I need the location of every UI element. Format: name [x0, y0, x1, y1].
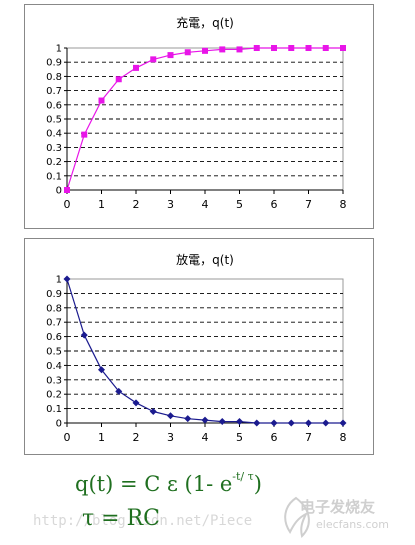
chart1-data-point — [167, 52, 174, 59]
chart1-y-tick-label: 0 — [56, 186, 62, 197]
chart1-data-point — [184, 49, 191, 56]
chart2-y-tick-label: 0.5 — [46, 347, 62, 358]
chart2-x-tick-label: 4 — [202, 431, 209, 444]
chart2-data-point — [149, 407, 157, 415]
chart1-x-tick-label: 3 — [167, 198, 174, 211]
chart1-y-tick-label: 0.5 — [46, 115, 62, 126]
chart2-data-point — [287, 419, 295, 427]
chart2-y-tick-label: 0.7 — [46, 318, 62, 329]
chart2-data-point — [201, 416, 209, 424]
chart1-y-tick-label: 0.3 — [46, 143, 62, 154]
charging-chart-svg: 充電，q(t) 0 0.1 0.2 0.3 0.4 0.5 0.6 0.7 0.8 0.9 1 0 1 2 3… — [46, 15, 347, 211]
chart1-data-point — [340, 45, 346, 51]
chart2-y-tick-label: 0 — [56, 419, 62, 430]
chart2-data-point — [253, 419, 261, 427]
chart1-x-tick-label: 6 — [271, 198, 278, 211]
chart2-data-point — [322, 419, 330, 427]
chart1-x-tick-label: 2 — [133, 198, 140, 211]
discharging-chart-svg: 放電，q(t) 0 0.1 0.2 0.3 0.4 0.5 0.6 0.7 0.8 0.9 1 0 1 2 3… — [46, 252, 347, 444]
chart2-y-tick-label: 0.6 — [46, 332, 62, 343]
chart1-x-tick-label: 1 — [98, 198, 105, 211]
chart1-y-tick-label: 0.9 — [46, 58, 62, 69]
chart1-data-point — [219, 46, 226, 53]
chart1-x-tick-label: 5 — [236, 198, 243, 211]
chart2-data-point — [305, 419, 312, 427]
chart1-data-point — [253, 45, 260, 51]
chart2-x-tick-label: 1 — [98, 431, 105, 444]
discharging-chart: 放電，q(t) 0 0.1 0.2 0.3 0.4 0.5 0.6 0.7 0.8 0.9 1 0 1 2 3… — [24, 238, 374, 455]
chart2-y-tick-label: 1 — [56, 275, 62, 286]
chart1-data-point — [271, 45, 277, 51]
chart2-data-point — [115, 387, 123, 395]
chart2-data-point — [98, 366, 105, 374]
chart2-title: 放電，q(t) — [176, 252, 234, 267]
chart2-data-point — [184, 415, 192, 423]
chart2-x-tick-label: 0 — [64, 431, 71, 444]
chart1-data-point — [81, 131, 88, 138]
chart2-y-tick-label: 0.9 — [46, 289, 62, 300]
chart1-data-point — [202, 47, 208, 54]
chart2-data-point — [339, 419, 347, 427]
chart2-data-point — [132, 399, 140, 407]
charge-formula-close: ) — [253, 472, 262, 496]
chart1-data-point — [322, 45, 329, 51]
chart2-x-tick-label: 6 — [271, 431, 278, 444]
chart2-y-tick-label: 0.2 — [46, 390, 62, 401]
logo-site: elecfans.com — [316, 518, 389, 531]
chart1-x-tick-label: 0 — [64, 198, 71, 211]
chart1-y-tick-label: 0.6 — [46, 100, 62, 111]
chart2-data-point — [167, 412, 174, 420]
chart1-title: 充電，q(t) — [176, 15, 234, 30]
chart1-data-point — [64, 187, 70, 193]
charge-formula: q(t) = C ε (1- e-t/ τ) — [75, 470, 262, 496]
chart2-x-tick-label: 3 — [167, 431, 174, 444]
chart1-data-point — [98, 97, 105, 104]
chart2-y-tick-label: 0.8 — [46, 303, 62, 314]
charge-formula-exponent: -t/ τ — [232, 470, 254, 483]
chart2-x-tick-label: 8 — [340, 431, 347, 444]
chart1-y-tick-label: 0.7 — [46, 86, 62, 97]
chart2-x-tick-label: 2 — [133, 431, 140, 444]
chart1-x-tick-label: 4 — [202, 198, 209, 211]
chart1-x-tick-label: 7 — [305, 198, 312, 211]
chart2-y-tick-label: 0.4 — [46, 361, 62, 372]
chart1-data-point — [305, 45, 312, 51]
chart1-data-point — [288, 45, 295, 51]
logo-text: 电子发烧友 — [300, 498, 376, 516]
chart2-x-tick-label: 5 — [236, 431, 243, 444]
chart1-data-point — [115, 76, 122, 83]
chart2-x-tick-label: 7 — [305, 431, 312, 444]
chart1-data-point — [133, 64, 139, 71]
chart1-y-tick-label: 0.1 — [46, 171, 62, 182]
chart2-data-point — [236, 418, 243, 426]
tau-formula: τ = RC — [82, 506, 160, 531]
chart1-y-tick-label: 0.2 — [46, 157, 62, 168]
chart2-data-point — [270, 419, 278, 427]
chart2-data-point — [218, 418, 226, 426]
chart1-y-tick-label: 1 — [56, 44, 62, 55]
chart1-y-tick-label: 0.4 — [46, 129, 62, 140]
charge-formula-main: q(t) = C ε (1- e — [75, 472, 233, 496]
chart1-y-tick-label: 0.8 — [46, 72, 62, 83]
chart2-data-point — [63, 275, 71, 283]
charging-chart: 充電，q(t) 0 0.1 0.2 0.3 0.4 0.5 0.6 0.7 0.8 0.9 1 0 1 2 3… — [24, 4, 374, 229]
chart1-x-tick-label: 8 — [340, 198, 347, 211]
chart1-data-point — [150, 56, 157, 63]
chart1-data-point — [236, 46, 243, 53]
chart2-data-point — [80, 331, 88, 339]
url-watermark: http://blog.csdn.net/Piece — [33, 513, 253, 529]
chart2-y-tick-label: 0.3 — [46, 375, 62, 386]
elecfans-logo: 电子发烧友 elecfans.com — [276, 494, 408, 540]
logo-mark-icon — [284, 496, 310, 538]
chart2-y-tick-label: 0.1 — [46, 404, 62, 415]
